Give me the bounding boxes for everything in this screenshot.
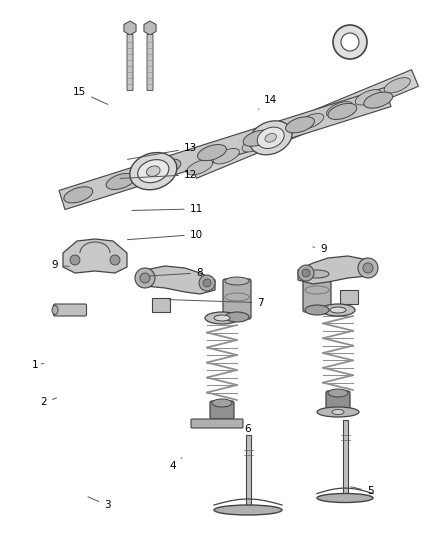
Text: 12: 12 [120,170,197,180]
Ellipse shape [242,136,268,152]
FancyBboxPatch shape [127,35,133,91]
Bar [246,435,251,510]
FancyBboxPatch shape [303,272,331,312]
FancyBboxPatch shape [147,35,153,91]
Text: 10: 10 [127,230,203,240]
Circle shape [358,258,378,278]
Ellipse shape [364,92,393,108]
Ellipse shape [152,159,181,175]
Text: 14: 14 [258,95,277,109]
FancyBboxPatch shape [152,298,170,312]
Ellipse shape [205,312,239,324]
Text: 4: 4 [170,458,182,471]
Ellipse shape [214,505,282,515]
Ellipse shape [198,144,226,160]
FancyBboxPatch shape [326,391,350,409]
Circle shape [333,25,367,59]
Polygon shape [190,70,418,179]
FancyBboxPatch shape [191,419,243,428]
Ellipse shape [305,305,329,315]
FancyBboxPatch shape [223,279,251,319]
Polygon shape [63,239,127,273]
Ellipse shape [213,149,240,164]
Circle shape [70,255,80,265]
Ellipse shape [146,166,160,176]
Ellipse shape [328,103,357,119]
Circle shape [199,275,215,291]
Text: 11: 11 [132,204,203,214]
Ellipse shape [225,277,249,285]
Ellipse shape [326,102,353,117]
FancyBboxPatch shape [340,290,358,304]
Text: 9: 9 [313,245,327,254]
Bar [343,420,347,498]
Circle shape [140,273,150,283]
Polygon shape [144,21,156,35]
Circle shape [341,33,359,51]
Ellipse shape [250,121,292,155]
Text: 9: 9 [51,261,70,270]
Polygon shape [140,266,215,294]
Circle shape [135,268,155,288]
Text: 13: 13 [127,143,197,159]
Text: 2: 2 [40,398,57,407]
Ellipse shape [130,152,177,190]
Ellipse shape [138,159,169,183]
Ellipse shape [355,90,381,105]
Ellipse shape [52,305,58,314]
Ellipse shape [317,407,359,417]
Ellipse shape [286,117,314,133]
Ellipse shape [187,159,213,175]
Text: 7: 7 [169,298,264,308]
Text: 5: 5 [351,487,374,496]
Ellipse shape [328,389,348,397]
Ellipse shape [305,270,329,278]
Text: 1: 1 [32,360,44,370]
Circle shape [110,255,120,265]
Ellipse shape [243,130,272,146]
Ellipse shape [332,409,344,415]
Ellipse shape [317,494,373,503]
Text: 15: 15 [73,87,108,104]
Text: 8: 8 [149,268,203,278]
Ellipse shape [265,133,276,142]
Polygon shape [298,256,373,284]
Polygon shape [124,21,136,35]
Ellipse shape [321,304,355,316]
Circle shape [203,279,211,287]
Text: 6: 6 [244,424,252,438]
Polygon shape [59,87,391,209]
Ellipse shape [64,187,93,203]
Circle shape [302,269,310,277]
Text: 3: 3 [88,497,111,510]
Ellipse shape [212,399,232,407]
Circle shape [298,265,314,281]
Ellipse shape [225,312,249,322]
Ellipse shape [106,173,135,190]
Ellipse shape [268,125,295,141]
Ellipse shape [257,127,284,149]
Circle shape [363,263,373,273]
Ellipse shape [384,78,410,93]
FancyBboxPatch shape [53,304,86,316]
Ellipse shape [297,114,324,129]
Ellipse shape [214,315,230,321]
FancyBboxPatch shape [210,401,234,419]
Ellipse shape [330,307,346,313]
